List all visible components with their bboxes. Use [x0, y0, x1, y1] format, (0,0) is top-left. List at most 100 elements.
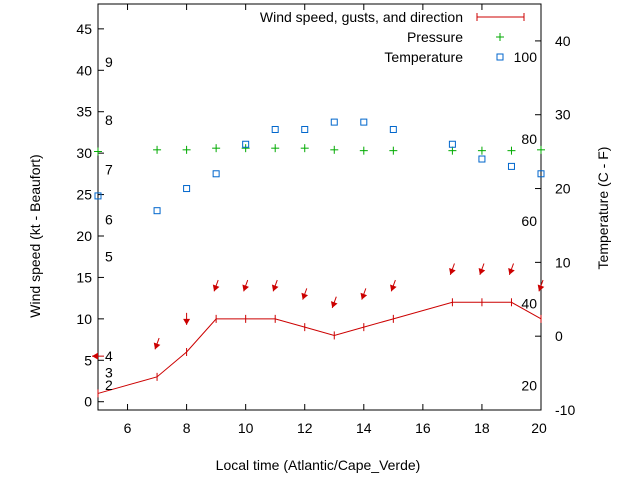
wind-arrow: [271, 279, 279, 292]
y-left-tick-label: 25: [76, 187, 92, 203]
beaufort-label: 5: [105, 249, 113, 265]
wind-arrow: [537, 279, 545, 292]
temperature-point: [478, 155, 486, 163]
y-right-tick-label: -10: [555, 402, 575, 418]
temperature-point: [242, 140, 250, 148]
wind-arrow-head: [183, 318, 191, 325]
wind-arrow-head: [508, 267, 515, 275]
wind-arrow-head: [330, 301, 338, 308]
pressure-point: [389, 146, 398, 155]
wind-arrow-head: [301, 292, 309, 300]
fahrenheit-label: 20: [521, 378, 537, 394]
wind-arrow: [212, 279, 220, 292]
legend-sample-temperature: [496, 53, 504, 61]
wind-arrows: [92, 263, 545, 360]
y-left-tick-label: 5: [84, 352, 92, 368]
pressure-point: [448, 146, 457, 155]
beaufort-label: 8: [105, 112, 113, 128]
x-tick-label: 12: [297, 420, 313, 436]
x-tick-label: 20: [531, 420, 547, 436]
wind-arrow: [508, 263, 515, 275]
beaufort-label: 2: [105, 377, 113, 393]
plot-border: [97, 3, 542, 411]
y-axis-title-left: Wind speed (kt - Beaufort): [27, 154, 43, 317]
fahrenheit-label: 100: [514, 49, 538, 65]
y-left-tick-label: 30: [76, 145, 92, 161]
wind-arrow-head: [92, 352, 98, 360]
wind-arrow-head: [153, 342, 161, 350]
y-left-tick-label: 15: [76, 269, 92, 285]
temperature-point: [212, 170, 220, 178]
pressure-point: [477, 146, 486, 155]
beaufort-label: 4: [105, 348, 113, 364]
wind-arrow: [478, 263, 486, 275]
beaufort-label: 6: [105, 211, 113, 227]
plot-frame: [97, 3, 542, 411]
beaufort-label: 3: [105, 365, 113, 381]
legend-label-wind: Wind speed, gusts, and direction: [260, 9, 463, 25]
temperature-point: [448, 140, 456, 148]
wind-arrow-head: [271, 284, 279, 292]
x-tick-label: 10: [238, 420, 254, 436]
x-tick-label: 6: [124, 420, 132, 436]
y-right-tick-label: 20: [555, 181, 571, 197]
wind-arrow-head: [360, 292, 368, 300]
x-tick-label: 14: [356, 420, 372, 436]
y-axis-title-right: Temperature (C - F): [595, 147, 611, 270]
x-axis-title: Local time (Atlantic/Cape_Verde): [216, 457, 421, 473]
fahrenheit-label: 80: [521, 131, 537, 147]
pressure-point: [537, 145, 545, 154]
pressure-point: [94, 147, 102, 156]
y-left-tick-label: 10: [76, 311, 92, 327]
pressure-point: [212, 144, 221, 153]
y-right-tick-label: 30: [555, 107, 571, 123]
wind-arrow: [330, 296, 338, 309]
axis-ticks: [98, 4, 542, 411]
temperature-point: [330, 118, 338, 126]
beaufort-label: 9: [105, 54, 113, 70]
beaufort-label: 7: [105, 162, 113, 178]
wind-arrow: [360, 288, 368, 300]
wind-arrow-head: [478, 267, 486, 275]
legend: Wind speed, gusts, and direction Pressur…: [260, 9, 525, 65]
fahrenheit-label: 40: [521, 296, 537, 312]
pressure-point: [153, 145, 162, 154]
x-tick-label: 16: [415, 420, 431, 436]
temperature-point: [360, 118, 368, 126]
wind-arrow: [242, 279, 249, 292]
y-right-tick-label: 40: [555, 33, 571, 49]
y-left-tick-label: 40: [76, 62, 92, 78]
wind-arrow: [449, 263, 456, 275]
temperature-point: [271, 125, 279, 133]
pressure-point: [507, 146, 516, 155]
temperature-point: [507, 162, 515, 170]
temperature-point: [153, 207, 161, 215]
wind-arrow: [301, 288, 309, 300]
pressure-point: [271, 144, 280, 153]
wind-arrow: [153, 337, 161, 350]
wind-arrow-head: [242, 284, 249, 292]
temperature-point: [94, 192, 102, 200]
y-right-tick-label: 10: [555, 254, 571, 270]
y-left-tick-label: 45: [76, 21, 92, 37]
fahrenheit-label: 60: [521, 213, 537, 229]
x-tick-label: 8: [183, 420, 191, 436]
pressure-point: [330, 145, 339, 154]
temperature-point: [301, 125, 309, 133]
temperature-point: [183, 185, 191, 193]
wind-arrow-head: [212, 284, 220, 292]
pressure-point: [300, 144, 309, 153]
pressure-point: [182, 145, 191, 154]
pressure-point: [241, 144, 250, 153]
y-left-tick-label: 0: [84, 394, 92, 410]
wind-speed-line: [97, 301, 542, 394]
wind-arrow-head: [390, 284, 397, 292]
wind-arrow: [92, 352, 104, 360]
pressure-point: [359, 146, 368, 155]
y-left-tick-label: 35: [76, 104, 92, 120]
legend-label-temperature: Temperature: [384, 49, 463, 65]
series-layer: [94, 118, 545, 398]
wind-arrow-head: [449, 267, 456, 275]
wind-arrow: [183, 312, 191, 325]
